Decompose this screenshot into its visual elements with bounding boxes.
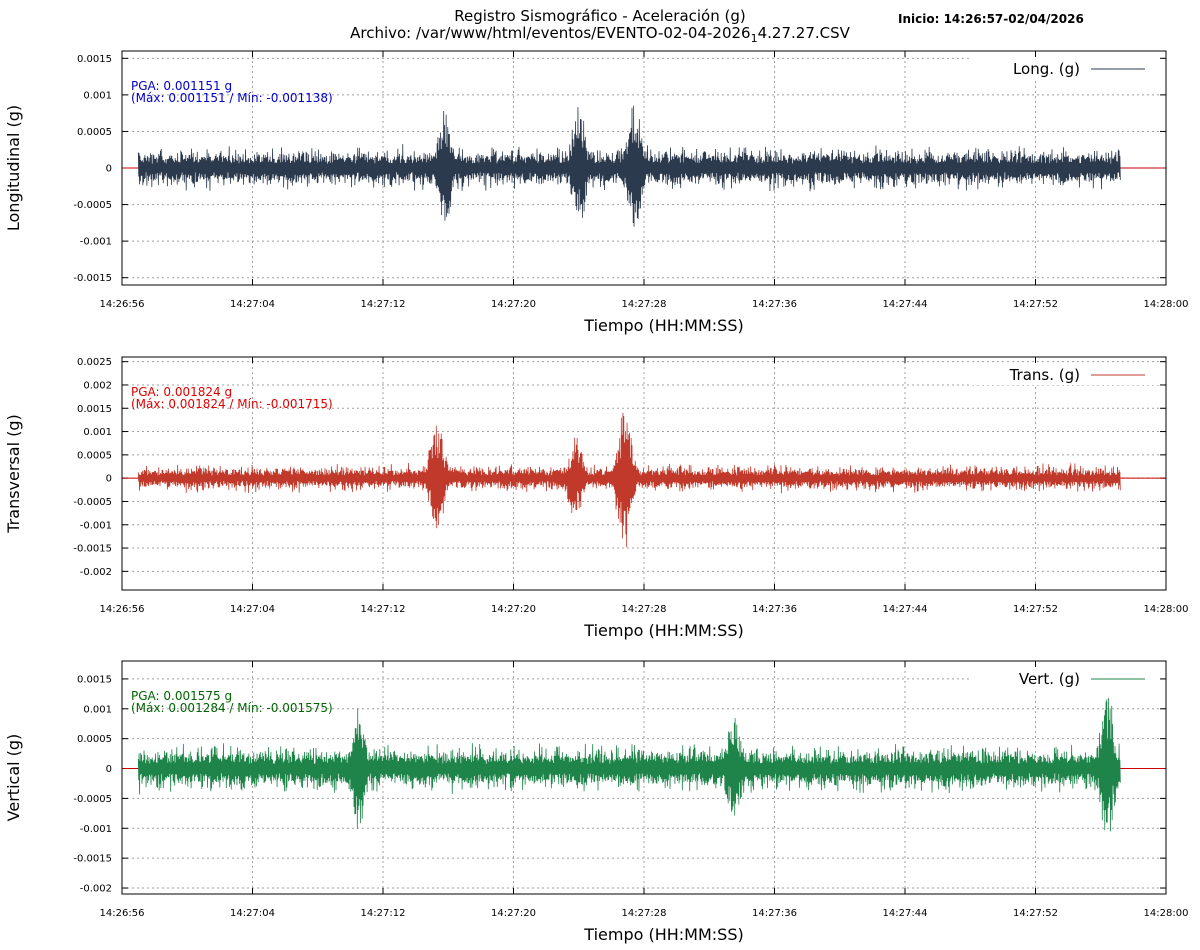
y-tick-label: 0.0015: [77, 404, 112, 415]
y-tick-label: 0.001: [83, 427, 112, 438]
x-tick-label: 14:27:52: [1013, 604, 1058, 615]
y-axis-label: Longitudinal (g): [4, 105, 23, 231]
y-tick-label: 0.0025: [77, 357, 112, 368]
start-time-label: Inicio: 14:26:57-02/04/2026: [898, 12, 1084, 26]
y-tick-label: -0.002: [80, 567, 112, 578]
x-tick-label: 14:27:36: [752, 604, 797, 615]
plot-frame: [121, 660, 1167, 895]
legend: Long. (g): [970, 57, 1160, 79]
x-tick-label: 14:27:44: [883, 908, 928, 919]
legend-label: Vert. (g): [1019, 670, 1080, 688]
x-tick-label: 14:27:28: [622, 604, 667, 615]
waveform-series: [137, 105, 1121, 227]
y-tick-label: 0: [106, 474, 112, 485]
legend-background: [970, 667, 1160, 689]
y-tick-label: 0.0015: [77, 674, 112, 685]
x-axis-label: Tiempo (HH:MM:SS): [583, 621, 743, 640]
legend-background: [970, 363, 1160, 385]
x-tick-label: 14:26:56: [100, 604, 145, 615]
x-axis-label: Tiempo (HH:MM:SS): [583, 925, 743, 944]
x-tick-label: 14:27:04: [230, 299, 275, 310]
x-tick-label: 14:27:28: [622, 299, 667, 310]
x-tick-label: 14:28:00: [1144, 604, 1189, 615]
x-tick-label: 14:27:44: [883, 604, 928, 615]
title-suffix: 4.27.27.CSV: [758, 24, 851, 42]
x-tick-label: 14:26:56: [100, 299, 145, 310]
y-tick-label: 0.0005: [77, 127, 112, 138]
chart-panel: -0.002 -0.0015 -0.001 -0.0005 0 0.0005 0.001 0.…: [4, 356, 1189, 640]
y-tick-label: 0: [106, 164, 112, 175]
y-tick-label: 0.0005: [77, 450, 112, 461]
title-prefix: Archivo: /var/www/html/eventos/EVENTO-02…: [350, 24, 751, 42]
x-tick-label: 14:26:56: [100, 908, 145, 919]
pga-annotation: PGA: 0.001824 g: [131, 385, 232, 399]
y-tick-label: -0.0015: [73, 273, 112, 284]
x-tick-label: 14:27:44: [883, 299, 928, 310]
x-tick-label: 14:27:52: [1013, 908, 1058, 919]
y-tick-label: -0.0015: [73, 854, 112, 865]
y-tick-label: -0.0005: [73, 200, 112, 211]
x-tick-label: 14:27:04: [230, 604, 275, 615]
x-tick-label: 14:27:28: [622, 908, 667, 919]
y-tick-label: -0.002: [80, 884, 112, 895]
x-tick-label: 14:27:20: [491, 604, 536, 615]
y-tick-label: -0.0005: [73, 794, 112, 805]
y-tick-label: -0.0005: [73, 497, 112, 508]
y-tick-label: 0.001: [83, 704, 112, 715]
pga-annotation: PGA: 0.001575 g: [131, 689, 232, 703]
legend: Trans. (g): [970, 363, 1160, 385]
y-tick-label: 0.0005: [77, 734, 112, 745]
figure-title-line2: Archivo: /var/www/html/eventos/EVENTO-02…: [350, 24, 851, 45]
plot-frame: [121, 50, 1167, 286]
max-min-annotation: (Máx: 0.001284 / Mín: -0.001575): [131, 701, 333, 715]
x-tick-label: 14:27:20: [491, 299, 536, 310]
y-tick-label: 0.001: [83, 90, 112, 101]
y-axis-label: Transversal (g): [4, 414, 23, 533]
x-tick-label: 14:27:36: [752, 299, 797, 310]
x-tick-label: 14:27:36: [752, 908, 797, 919]
y-tick-label: 0.0015: [77, 54, 112, 65]
pga-annotation: PGA: 0.001151 g: [131, 79, 232, 93]
y-axis-label: Vertical (g): [4, 734, 23, 822]
y-tick-label: 0: [106, 764, 112, 775]
waveform-series: [137, 412, 1121, 548]
x-tick-label: 14:27:20: [491, 908, 536, 919]
legend-label: Long. (g): [1013, 60, 1080, 78]
y-tick-label: -0.0015: [73, 544, 112, 555]
plot-frame: [121, 356, 1167, 591]
y-tick-label: 0.002: [83, 380, 112, 391]
waveform-series: [137, 697, 1121, 832]
y-tick-label: -0.001: [80, 520, 112, 531]
figure-title-line1: Registro Sismográfico - Aceleración (g): [454, 7, 745, 25]
x-axis-label: Tiempo (HH:MM:SS): [583, 316, 743, 335]
y-tick-label: -0.001: [80, 824, 112, 835]
max-min-annotation: (Máx: 0.001151 / Mín: -0.001138): [131, 91, 333, 105]
x-tick-label: 14:27:12: [361, 908, 406, 919]
chart-panels: -0.0015 -0.001 -0.0005 0 0.0005 0.001 0.0015 14…: [4, 50, 1189, 944]
x-tick-label: 14:28:00: [1144, 299, 1189, 310]
x-tick-label: 14:27:12: [361, 299, 406, 310]
legend: Vert. (g): [970, 667, 1160, 689]
y-tick-label: -0.001: [80, 237, 112, 248]
chart-panel: -0.002 -0.0015 -0.001 -0.0005 0 0.0005 0.001 0.…: [4, 660, 1189, 944]
title-subscript: 1: [751, 32, 758, 45]
chart-panel: -0.0015 -0.001 -0.0005 0 0.0005 0.001 0.0015 14…: [4, 50, 1189, 335]
legend-label: Trans. (g): [1009, 366, 1080, 384]
x-tick-label: 14:27:52: [1013, 299, 1058, 310]
x-tick-label: 14:28:00: [1144, 908, 1189, 919]
x-tick-label: 14:27:12: [361, 604, 406, 615]
legend-background: [970, 57, 1160, 79]
max-min-annotation: (Máx: 0.001824 / Mín: -0.001715): [131, 397, 333, 411]
x-tick-label: 14:27:04: [230, 908, 275, 919]
